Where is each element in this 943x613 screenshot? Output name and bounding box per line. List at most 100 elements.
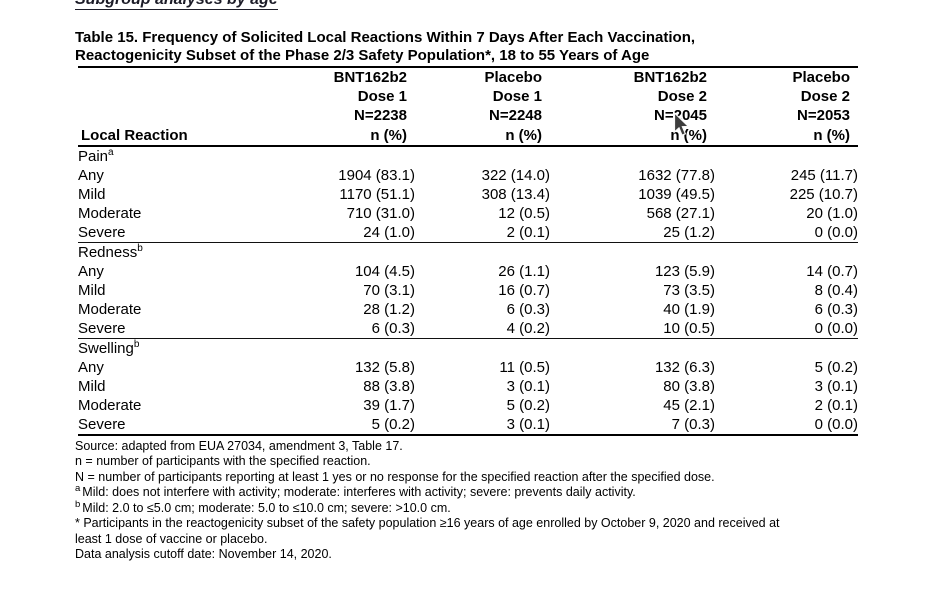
value-cell: 0 (0.0) (814, 319, 858, 337)
severity-label: Moderate (78, 204, 142, 222)
table-row: Severe 24 (1.0) 2 (0.1) 25 (1.2) 0 (0.0) (78, 223, 858, 243)
value-cell: 1632 (77.8) (638, 166, 715, 184)
severity-label: Severe (78, 415, 126, 433)
value-cell: 6 (0.3) (814, 300, 858, 318)
value-cell: 568 (27.1) (646, 204, 715, 222)
value-cell: 10 (0.5) (663, 319, 715, 337)
value-cell: 132 (6.3) (654, 358, 715, 376)
section-swelling: Swellingb Any 132 (5.8) 11 (0.5) 132 (6.… (78, 337, 858, 435)
value-cell: 308 (13.4) (481, 185, 550, 203)
column-header-local-reaction: Local Reaction (78, 67, 288, 147)
section-header-row: Swellingb (78, 337, 858, 358)
value-cell: 1170 (51.1) (339, 185, 415, 203)
product-name: Placebo (792, 69, 850, 86)
table-row: Moderate 28 (1.2) 6 (0.3) 40 (1.9) 6 (0.… (78, 300, 858, 319)
value-cell: 20 (1.0) (806, 204, 858, 222)
product-name: BNT162b2 (633, 69, 707, 86)
footnote-source: Source: adapted from EUA 27034, amendmen… (75, 438, 403, 453)
table-row: Mild 88 (3.8) 3 (0.1) 80 (3.8) 3 (0.1) (78, 377, 858, 396)
unit-label: n (%) (813, 126, 850, 144)
value-cell: 0 (0.0) (814, 223, 858, 241)
value-cell: 39 (1.7) (363, 396, 415, 414)
product-name: BNT162b2 (333, 69, 407, 86)
severity-label: Mild (78, 185, 106, 203)
value-cell: 40 (1.9) (663, 300, 715, 318)
value-cell: 11 (0.5) (499, 358, 550, 376)
value-cell: 104 (4.5) (354, 262, 415, 280)
table-row: Moderate 710 (31.0) 12 (0.5) 568 (27.1) … (78, 204, 858, 223)
n-count: N=2053 (797, 107, 850, 125)
footnote-cutoff-date: Data analysis cutoff date: November 14, … (75, 547, 332, 562)
severity-label: Any (78, 262, 104, 280)
value-cell: 225 (10.7) (789, 185, 858, 203)
value-cell: 245 (11.7) (790, 166, 858, 184)
footnote-a: a Mild: does not interfere with activity;… (75, 483, 636, 500)
header-row: Local Reaction BNT162b2 Dose 1 N=2238 n … (78, 67, 858, 147)
severity-label: Mild (78, 377, 106, 395)
footnote-b: b Mild: 2.0 to ≤5.0 cm; moderate: 5.0 to … (75, 498, 451, 515)
value-cell: 1039 (49.5) (638, 185, 715, 203)
footnote-marker: b (75, 498, 81, 510)
section-redness: Rednessb Any 104 (4.5) 26 (1.1) 123 (5.9… (78, 241, 858, 339)
value-cell: 5 (0.2) (814, 358, 858, 376)
value-cell: 6 (0.3) (371, 319, 415, 337)
value-cell: 14 (0.7) (806, 262, 858, 280)
footnote-marker: b (137, 242, 143, 254)
table-row: Severe 6 (0.3) 4 (0.2) 10 (0.5) 0 (0.0) (78, 319, 858, 339)
value-cell: 6 (0.3) (506, 300, 550, 318)
value-cell: 25 (1.2) (663, 223, 715, 241)
column-header-placebo-dose2: Placebo Dose 2 N=2053 n (%) (715, 67, 858, 147)
value-cell: 1904 (83.1) (338, 166, 415, 184)
column-header-bnt162b2-dose1: BNT162b2 Dose 1 N=2238 n (%) (288, 67, 415, 147)
table-title-line2: Reactogenicity Subset of the Phase 2/3 S… (75, 46, 650, 64)
value-cell: 322 (14.0) (481, 166, 550, 184)
value-cell: 3 (0.1) (506, 377, 550, 395)
value-cell: 132 (5.8) (354, 358, 415, 376)
footnote-marker: b (133, 338, 140, 350)
severity-label: Severe (78, 223, 126, 241)
section-heading: Subgroup analyses by age (75, 0, 865, 10)
table-row: Mild 70 (3.1) 16 (0.7) 73 (3.5) 8 (0.4) (78, 281, 858, 300)
table-title: Table 15. Frequency of Solicited Local R… (75, 29, 865, 64)
value-cell: 3 (0.1) (506, 415, 550, 433)
footnote-N-definition: N = number of participants reporting at … (75, 469, 715, 484)
n-count: N=2238 (354, 107, 407, 125)
section-label-swelling: Swellingb (78, 337, 858, 358)
value-cell: 123 (5.9) (654, 262, 715, 280)
value-cell: 2 (0.1) (814, 396, 858, 414)
severity-label: Any (78, 358, 104, 376)
table-row: Moderate 39 (1.7) 5 (0.2) 45 (2.1) 2 (0.… (78, 396, 858, 415)
value-cell: 70 (3.1) (363, 281, 415, 299)
section-heading-text: Subgroup analyses by age (75, 0, 278, 10)
footnote-n-definition: n = number of participants with the spec… (75, 454, 371, 469)
section-label-pain: Paina (78, 146, 114, 165)
dose-label: Dose 1 (492, 88, 542, 106)
severity-label: Moderate (78, 396, 142, 414)
footnote-asterisk-line1: * Participants in the reactogenicity sub… (75, 516, 780, 531)
value-cell: 3 (0.1) (814, 377, 858, 395)
page-content: Subgroup analyses by age Table 15. Frequ… (75, 0, 865, 563)
n-count: N=2045 (654, 107, 707, 125)
value-cell: 4 (0.2) (506, 319, 550, 337)
value-cell: 710 (31.0) (346, 204, 415, 222)
dose-label: Dose 1 (357, 88, 407, 106)
product-name: Placebo (484, 69, 542, 86)
value-cell: 73 (3.5) (663, 281, 715, 299)
value-cell: 26 (1.1) (498, 262, 550, 280)
table-title-line1: Table 15. Frequency of Solicited Local R… (75, 29, 696, 46)
local-reactions-table: Local Reaction BNT162b2 Dose 1 N=2238 n … (78, 66, 858, 436)
value-cell: 88 (3.8) (363, 377, 415, 395)
footnote-asterisk-line2: least 1 dose of vaccine or placebo. (75, 531, 268, 546)
value-cell: 80 (3.8) (663, 377, 715, 395)
dose-label: Dose 2 (657, 88, 707, 106)
value-cell: 0 (0.0) (814, 415, 858, 433)
column-header-placebo-dose1: Placebo Dose 1 N=2248 n (%) (415, 67, 550, 147)
value-cell: 24 (1.0) (363, 223, 415, 241)
column-header-bnt162b2-dose2: BNT162b2 Dose 2 N=2045 n (%) (550, 67, 715, 147)
dose-label: Dose 2 (800, 88, 850, 106)
value-cell: 8 (0.4) (814, 281, 858, 299)
unit-label: n (%) (370, 126, 407, 144)
value-cell: 45 (2.1) (663, 396, 715, 414)
n-count: N=2248 (489, 107, 542, 125)
